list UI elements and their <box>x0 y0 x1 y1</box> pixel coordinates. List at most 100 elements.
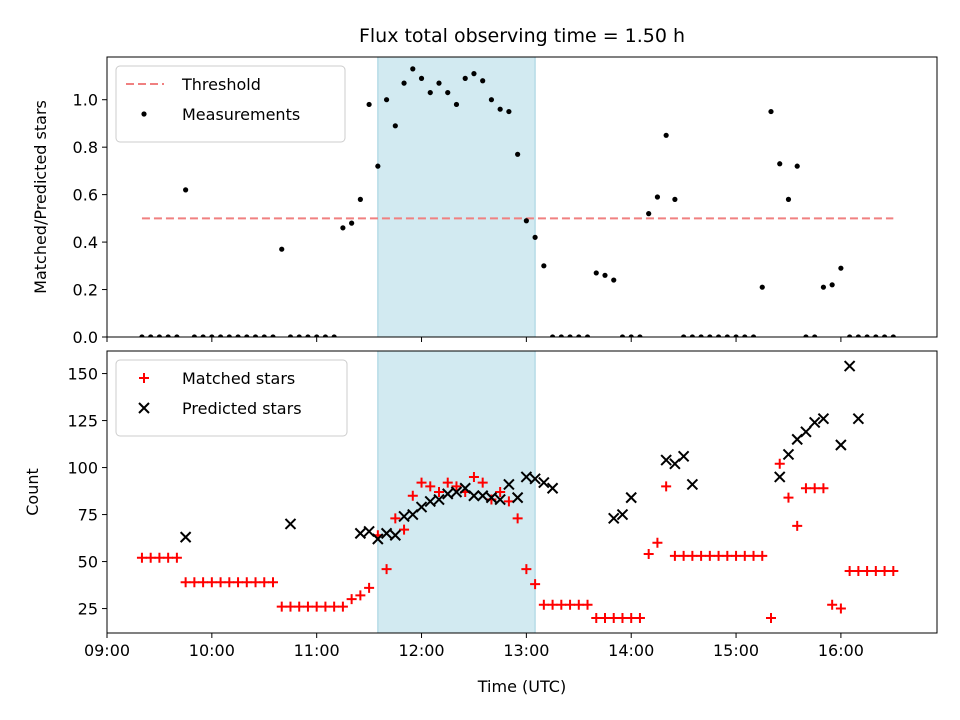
predicted-stars-point <box>800 426 812 438</box>
measurement-point <box>252 334 259 337</box>
predicted-stars-point <box>485 491 498 504</box>
predicted-stars-point <box>450 486 463 498</box>
top-y-axis-label: Matched/Predicted stars <box>31 100 50 294</box>
axes-frame <box>106 56 938 338</box>
measurement-point <box>217 334 224 337</box>
matched-stars-point <box>634 612 645 623</box>
measurement-point <box>724 334 730 337</box>
y-tick-label: 0.8 <box>73 138 98 157</box>
predicted-stars-point <box>546 482 559 494</box>
measurement-point <box>881 334 888 337</box>
predicted-stars-point <box>354 527 367 540</box>
legend-measurements-swatch <box>141 111 147 117</box>
measurement-point <box>296 334 302 337</box>
measurement-point <box>392 123 398 129</box>
predicted-stars-point <box>835 439 847 451</box>
matched-stars-point <box>582 599 593 610</box>
matched-stars-point <box>495 487 506 497</box>
x-tick-label: 09:00 <box>84 641 130 660</box>
plot-area <box>139 57 896 337</box>
measurement-point <box>148 334 154 337</box>
measurement-point <box>576 334 582 337</box>
measurement-point <box>803 334 809 337</box>
matched-stars-point <box>774 458 785 469</box>
matched-stars-point <box>163 552 174 563</box>
predicted-stars-point <box>494 493 506 506</box>
predicted-stars-point <box>538 476 550 489</box>
matched-stars-point <box>827 599 838 610</box>
matched-stars-point <box>713 550 724 561</box>
measurement-point <box>270 334 276 337</box>
measurement-point <box>637 334 643 337</box>
measurement-point <box>244 334 250 337</box>
measurement-point <box>829 282 835 288</box>
matched-stars-point <box>215 577 226 588</box>
measurement-point <box>261 334 267 337</box>
predicted-stars-point <box>284 518 297 530</box>
legend-label: Threshold <box>181 75 261 94</box>
predicted-stars-point <box>372 533 384 545</box>
legend-matched-swatch <box>139 373 149 383</box>
measurement-point <box>707 334 713 337</box>
matched-stars-point <box>399 524 410 535</box>
matched-stars-point <box>573 599 584 610</box>
predicted-stars-point <box>389 529 402 541</box>
matched-stars-point <box>329 601 340 612</box>
measurement-point <box>812 334 818 337</box>
matched-stars-point <box>337 601 348 612</box>
y-tick-label: 50 <box>78 553 98 572</box>
measurement-point <box>471 71 477 77</box>
measurement-point <box>593 270 599 276</box>
x-tick-label: 13:00 <box>503 641 549 660</box>
matched-stars-point <box>809 483 820 494</box>
matched-stars-point <box>731 550 742 561</box>
y-tick-label: 0.0 <box>73 328 98 347</box>
measurement-point <box>855 334 861 337</box>
matched-stars-point <box>783 492 794 503</box>
y-tick-label: 0.2 <box>73 281 98 300</box>
measurement-point <box>418 75 425 81</box>
measurement-point <box>453 101 460 108</box>
x-tick-label: 11:00 <box>294 641 340 660</box>
matched-stars-point <box>669 550 680 561</box>
matched-stars-point <box>451 481 462 492</box>
matched-stars-point <box>800 483 811 494</box>
matched-stars-point <box>704 550 715 561</box>
matched-stars-point <box>530 579 541 590</box>
predicted-stars-point <box>433 493 445 506</box>
matched-stars-point <box>434 487 444 497</box>
matched-stars-point <box>250 577 261 588</box>
measurement-point <box>410 66 416 72</box>
measurement-point <box>497 106 503 112</box>
matched-stars-point <box>285 601 296 612</box>
matched-stars-point <box>757 550 768 561</box>
measurement-point <box>305 334 311 337</box>
predicted-stars-point <box>817 412 830 425</box>
y-tick-label: 0.6 <box>73 186 98 205</box>
measurement-point <box>681 334 687 337</box>
matched-stars-point <box>346 594 357 605</box>
measurement-point <box>820 284 827 290</box>
measurement-point <box>375 163 381 169</box>
measurement-point <box>401 80 407 86</box>
measurement-point <box>742 334 748 337</box>
matched-stars-point <box>687 550 698 561</box>
measurement-point <box>847 334 853 337</box>
matched-stars-point <box>224 577 235 588</box>
matched-stars-point <box>425 481 436 492</box>
matched-stars-point <box>591 612 602 623</box>
matched-stars-point <box>390 513 401 524</box>
measurement-point <box>611 277 617 283</box>
measurement-point <box>340 225 346 231</box>
y-tick-label: 0.4 <box>73 233 98 252</box>
measurement-point <box>733 334 739 337</box>
measurement-point <box>506 108 512 115</box>
measurement-point <box>357 196 363 202</box>
measurement-point <box>427 89 433 96</box>
matched-stars-point <box>739 550 750 561</box>
matched-stars-point <box>320 601 331 612</box>
matched-stars-point <box>206 577 217 588</box>
predicted-stars-point <box>179 531 192 543</box>
bottom-panel: 09:00 10:00 11:00 12:00 13:00 14:00 15:00 16:00… <box>67 350 938 660</box>
measurement-point <box>445 89 451 96</box>
